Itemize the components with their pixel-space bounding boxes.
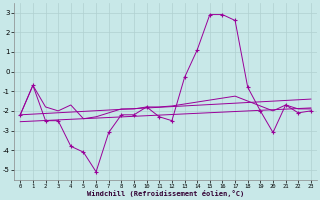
X-axis label: Windchill (Refroidissement éolien,°C): Windchill (Refroidissement éolien,°C) bbox=[87, 190, 244, 197]
